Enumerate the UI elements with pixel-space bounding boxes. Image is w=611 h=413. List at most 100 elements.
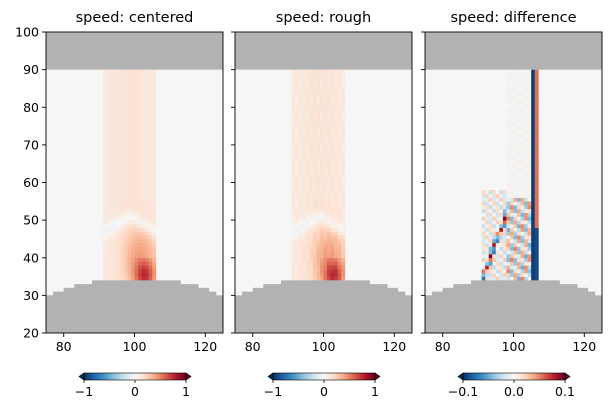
- heatmap-cell: [330, 95, 335, 101]
- heatmap-cell: [531, 133, 536, 138]
- heatmap-cell: [517, 141, 521, 146]
- heatmap-cell: [520, 174, 525, 180]
- heatmap-cell: [298, 261, 303, 266]
- heatmap-cell: [316, 193, 321, 198]
- heatmap-cell: [309, 197, 314, 202]
- heatmap-cell: [531, 257, 536, 262]
- heatmap-cell: [520, 156, 525, 161]
- heatmap-cell: [138, 148, 142, 153]
- heatmap-cell: [295, 212, 300, 217]
- heatmap-cell: [120, 197, 125, 202]
- heatmap-cell: [506, 272, 511, 277]
- heatmap-cell: [502, 272, 507, 277]
- heatmap-cell: [298, 80, 303, 86]
- heatmap-cell: [330, 148, 335, 153]
- heatmap-cell: [531, 171, 536, 176]
- heatmap-cell: [499, 261, 504, 266]
- heatmap-cell: [109, 253, 114, 259]
- heatmap-cell: [327, 178, 331, 183]
- heatmap-cell: [123, 122, 128, 127]
- heatmap-cell: [145, 216, 150, 221]
- heatmap-cell: [134, 137, 139, 142]
- heatmap-cell: [127, 235, 132, 240]
- heatmap-cell: [109, 88, 114, 93]
- heatmap-cell: [316, 231, 321, 236]
- heatmap-cell: [334, 257, 339, 262]
- heatmap-cell: [330, 118, 335, 123]
- heatmap-cell: [312, 178, 317, 183]
- heatmap-cell: [506, 95, 511, 101]
- heatmap-cell: [291, 88, 296, 93]
- heatmap-cell: [134, 216, 139, 221]
- heatmap-cell: [123, 163, 128, 168]
- heatmap-cell: [499, 238, 504, 244]
- heatmap-cell: [113, 163, 118, 168]
- heatmap-cell: [295, 182, 300, 187]
- heatmap-cell: [534, 107, 539, 112]
- heatmap-cell: [524, 238, 529, 244]
- colorbar-extend-high: [185, 372, 192, 381]
- heatmap-cell: [295, 95, 300, 101]
- heatmap-cell: [291, 133, 296, 138]
- heatmap-cell: [113, 111, 118, 116]
- heatmap-cell: [327, 69, 331, 74]
- heatmap-cell: [134, 235, 139, 240]
- heatmap-cell: [323, 178, 328, 183]
- heatmap-cell: [116, 144, 121, 150]
- heatmap-cell: [341, 257, 346, 262]
- heatmap-cell: [341, 227, 346, 232]
- heatmap-cell: [130, 201, 135, 206]
- heatmap-cell: [305, 246, 310, 251]
- heatmap-cell: [531, 126, 536, 131]
- heatmap-cell: [531, 118, 536, 123]
- heatmap-cell: [309, 238, 314, 244]
- heatmap-cell: [506, 193, 511, 198]
- heatmap-cell: [102, 88, 107, 93]
- heatmap-cell: [330, 216, 335, 221]
- heatmap-cell: [302, 220, 307, 225]
- heatmap-cell: [127, 118, 132, 123]
- heatmap-cell: [334, 212, 339, 217]
- heatmap-cell: [309, 84, 314, 89]
- heatmap-cell: [145, 246, 150, 251]
- heatmap-cell: [513, 182, 518, 187]
- heatmap-cell: [106, 242, 111, 247]
- heatmap-cell: [123, 182, 128, 187]
- heatmap-cell: [127, 114, 132, 119]
- heatmap-cell: [485, 223, 490, 229]
- heatmap-cell: [323, 182, 328, 187]
- heatmap-cell: [305, 205, 310, 210]
- heatmap-cell: [295, 257, 300, 262]
- heatmap-cell: [120, 269, 125, 274]
- heatmap-cell: [305, 242, 310, 247]
- heatmap-cell: [127, 156, 132, 161]
- heatmap-cell: [302, 261, 307, 266]
- heatmap-cell: [323, 133, 328, 138]
- heatmap-cell: [302, 80, 307, 86]
- heatmap-cell: [334, 261, 339, 266]
- mask-topography-step: [46, 295, 54, 333]
- heatmap-cell: [327, 141, 331, 146]
- heatmap-cell: [319, 238, 324, 244]
- heatmap-cell: [334, 126, 339, 131]
- heatmap-cell: [517, 193, 521, 198]
- heatmap-cell: [291, 107, 296, 112]
- heatmap-cell: [113, 80, 118, 86]
- heatmap-cell: [130, 163, 135, 168]
- heatmap-cell: [495, 201, 500, 206]
- heatmap-cell: [120, 223, 125, 229]
- heatmap-cell: [305, 250, 310, 255]
- heatmap-cell: [327, 122, 331, 127]
- heatmap-cell: [138, 137, 142, 142]
- heatmap-cell: [130, 190, 135, 195]
- heatmap-cell: [506, 99, 511, 104]
- heatmap-cell: [319, 261, 324, 266]
- colorbar-extend-low: [457, 372, 464, 381]
- heatmap-cell: [520, 190, 525, 195]
- heatmap-cell: [312, 148, 317, 153]
- heatmap-cell: [524, 129, 529, 134]
- heatmap-cell: [148, 144, 153, 150]
- heatmap-cell: [506, 167, 511, 172]
- colorbar-gradient: [273, 373, 375, 380]
- heatmap-cell: [524, 148, 529, 153]
